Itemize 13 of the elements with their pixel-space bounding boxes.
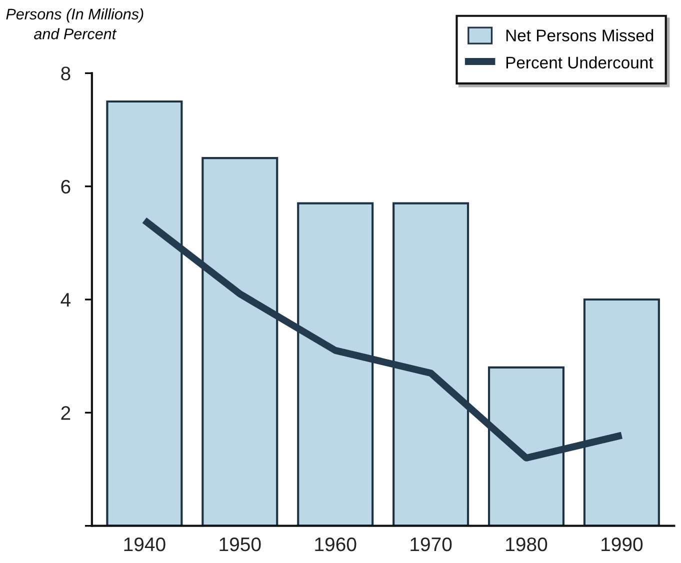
x-tick-label: 1940 (124, 537, 166, 552)
legend-label: Net Persons Missed (506, 29, 654, 42)
y-tick-label: 2 (61, 406, 70, 420)
y-tick-label: 8 (61, 66, 70, 80)
x-tick-label: 1970 (410, 537, 452, 552)
x-tick-label: 1980 (506, 537, 548, 552)
legend-label: Percent Undercount (506, 56, 654, 69)
y-tick-label: 6 (61, 180, 70, 194)
y-tick-label: 4 (60, 293, 71, 307)
x-tick-label: 1960 (315, 537, 356, 552)
y-axis-title: Persons (In Millions) and Percent (6, 8, 144, 40)
x-tick-label: 1990 (602, 537, 643, 552)
x-tick-label: 1950 (220, 537, 261, 552)
